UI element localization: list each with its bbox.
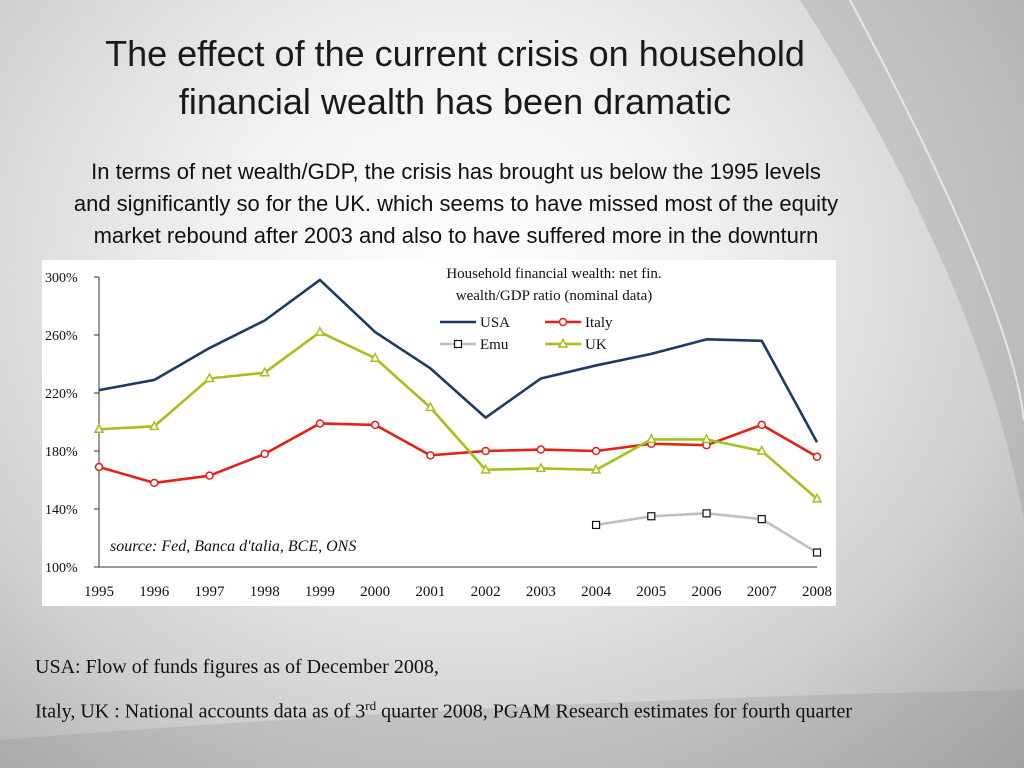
chart-legend: USA Italy Emu UK [440,315,613,353]
x-tick-label: 1999 [305,584,335,600]
data-point-italy [426,451,435,460]
series-line-usa [98,278,819,443]
y-axis: 100% 140% 180% 220% 260% 300% [45,271,100,576]
footnote-italy-uk-post: quarter 2008, PGAM Research estimates fo… [376,700,853,723]
data-point-uk [93,423,105,433]
y-tick-label: 140% [45,503,78,518]
series-uk [93,326,823,503]
data-point-emu [757,515,766,524]
subtitle-line-2: and significantly so for the UK. which s… [73,191,839,216]
data-point-italy [536,445,546,454]
x-tick-label: 1995 [84,584,114,600]
line-chart: 100%140%180%220%260%300% 1995 1996 1997 199… [45,266,832,600]
data-point-uk [148,420,160,431]
series-line-emu [595,512,818,554]
footnotes: USA: Flow of funds figures as of Decembe… [35,654,1015,725]
x-tick-label: 2005 [636,584,666,600]
data-point-uk [480,463,491,474]
data-point-italy [370,420,380,430]
data-point-italy [315,419,325,428]
series-layer [93,278,823,557]
series-line-uk [98,330,818,500]
footnote-italy-uk: Italy, UK : National accounts data as of… [35,693,1015,725]
y-tick-label: 260% [45,329,78,344]
data-point-uk [425,401,436,412]
legend-label: Emu [480,337,509,353]
data-point-uk [646,433,657,444]
legend-marker [557,337,569,348]
data-point-uk [204,372,215,383]
x-tick-label: 2008 [802,584,832,600]
data-point-emu [647,512,656,521]
y-tick-label: 180% [45,445,78,460]
data-point-uk [535,462,547,473]
data-point-italy [757,420,767,430]
data-point-italy [812,452,822,462]
footnote-ordinal-suffix: rd [365,698,377,713]
slide-title-line-1: The effect of the current crisis on hous… [105,33,805,74]
legend-label: Italy [585,315,613,331]
x-tick-label: 2004 [581,584,612,600]
legend-item-emu: Emu [440,337,509,353]
x-tick-label: 1998 [250,584,280,600]
data-point-uk [811,492,823,503]
data-point-italy [260,449,269,459]
series-usa [98,278,819,443]
series-italy [94,419,822,488]
legend-label: UK [585,337,607,353]
data-point-italy [205,471,214,480]
data-point-italy [481,446,490,456]
series-emu [591,509,822,557]
footnote-italy-uk-pre: Italy, UK : National accounts data as of… [35,700,366,723]
y-tick-label: 220% [45,387,78,402]
x-tick-label: 2006 [692,584,723,600]
data-point-uk [701,433,712,444]
x-tick-label: 2003 [526,584,556,600]
series-line-italy [98,422,818,485]
legend-label: USA [480,315,510,331]
legend-marker [558,317,568,327]
chart-container: 100% 140% 180% 220% 260% 300% 1995 1996 1997 199… [42,260,836,606]
data-point-uk [590,463,602,474]
x-tick-label: 2007 [747,584,778,600]
data-point-uk [259,366,270,377]
data-point-italy [591,446,601,456]
chart-title-line-1: Household financial wealth: net fin. [446,266,661,282]
data-point-italy [149,478,159,488]
data-point-italy [94,462,104,472]
subtitle-line-3: market rebound after 2003 and also to ha… [93,223,819,248]
slide-title-line-2: financial wealth has been dramatic [178,81,732,122]
data-point-emu [591,520,601,530]
footnote-usa: USA: Flow of funds figures as of Decembe… [35,656,439,678]
y-tick-label: 100% [45,561,78,576]
data-point-emu [702,509,711,518]
data-point-uk [314,326,326,336]
legend-item-italy: Italy [545,315,613,331]
x-tick-label: 2000 [360,584,390,600]
chart-source-note: source: Fed, Banca d'talia, BCE, ONS [110,538,356,555]
x-tick-label: 1996 [139,584,170,600]
x-axis: 1995 1996 1997 1998 1999 2000 2001 2002 2003 2004… [84,566,832,600]
subtitle-line-1: In terms of net wealth/GDP, the crisis h… [91,159,821,184]
chart-title-line-2: wealth/GDP ratio (nominal data) [456,288,652,304]
slide-subtitle: In terms of net wealth/GDP, the crisis h… [0,156,912,252]
y-tick-label: 300% [45,271,78,286]
x-tick-label: 2001 [415,584,445,600]
slide-title: The effect of the current crisis on hous… [30,30,880,126]
legend-item-usa: USA [440,315,510,331]
data-point-emu [812,548,822,557]
legend-marker [453,339,463,349]
data-point-uk [369,352,381,362]
x-tick-label: 1997 [194,584,225,600]
legend-item-uk: UK [545,337,607,353]
data-point-uk [756,444,768,455]
x-tick-label: 2002 [471,584,501,600]
